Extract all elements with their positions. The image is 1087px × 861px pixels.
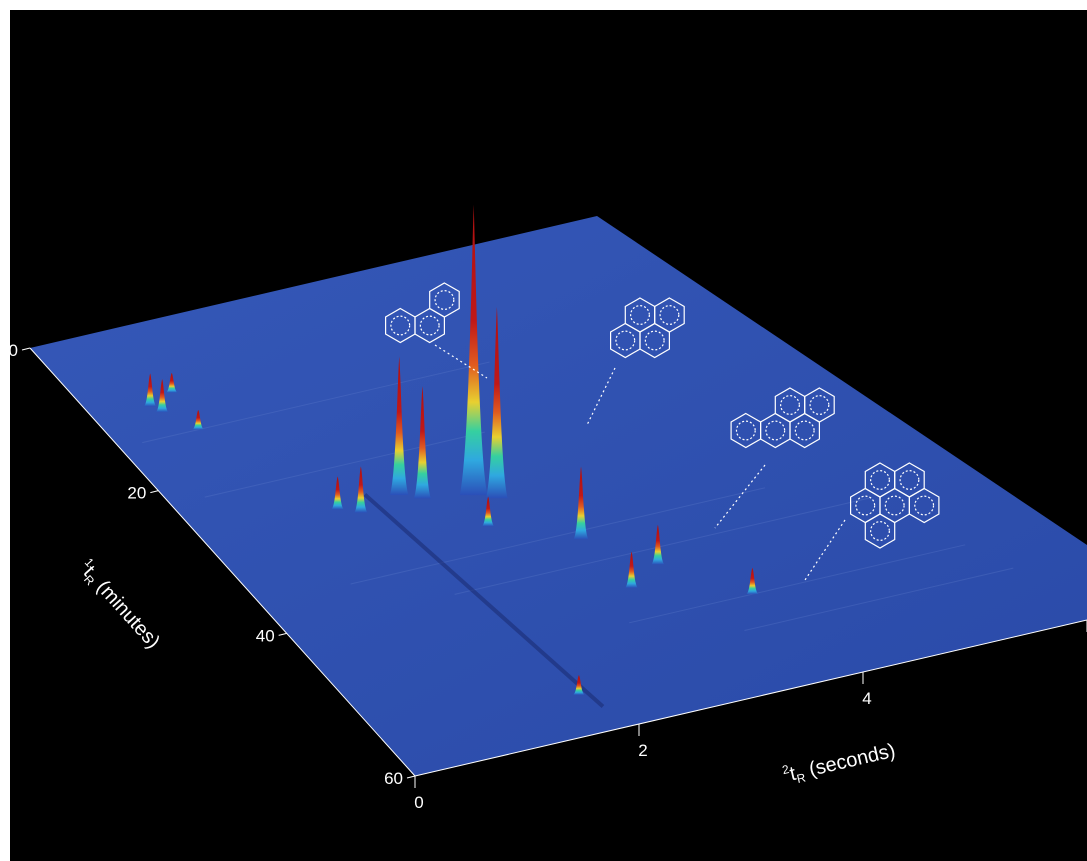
benzene-ring (639, 322, 670, 359)
aromatic-circle (630, 305, 650, 325)
chromatogram-peak (166, 372, 178, 393)
aromatic-circle (615, 330, 636, 351)
surface-streak (204, 431, 485, 498)
y-tick-label: 2 (638, 741, 647, 760)
surface-streak (744, 567, 1014, 632)
aromatic-circle (434, 290, 455, 310)
y-tick-label: 4 (862, 689, 871, 708)
aromatic-circle (870, 470, 890, 490)
chromatogram-peak (354, 466, 368, 513)
aromatic-circle (735, 420, 756, 441)
aromatic-circle (884, 495, 905, 516)
x-tick-mark (150, 490, 159, 494)
surface-streak (454, 497, 870, 595)
x-tick-label: 60 (384, 769, 403, 788)
x-tick-mark (406, 775, 416, 779)
leader-line (714, 464, 766, 529)
aromatic-circle (899, 470, 920, 490)
benzene-ring (789, 412, 820, 449)
aromatic-circle (855, 495, 876, 516)
chromatogram-peak (573, 466, 589, 540)
benzene-ring (864, 513, 896, 549)
surface-plane (30, 216, 1087, 776)
x-tick-mark (278, 632, 287, 636)
aromatic-circle (794, 420, 815, 441)
surface-streak (629, 544, 966, 624)
chromatogram-peak (746, 567, 759, 595)
chromatogram-peak (192, 409, 204, 430)
leader-line (434, 344, 488, 379)
chromatogram-peak (482, 496, 495, 527)
chromatogram-peak (625, 551, 638, 588)
ridge-line (363, 492, 605, 708)
aromatic-circle (780, 395, 800, 415)
aromatic-circle (659, 305, 680, 325)
y-tick-label: 0 (414, 793, 423, 812)
chromatogram-peak (459, 204, 488, 496)
aromatic-circle (914, 495, 935, 516)
aromatic-circle (644, 330, 665, 351)
aromatic-circle (390, 315, 411, 336)
leader-line (804, 519, 846, 581)
benzene-ring (908, 487, 940, 524)
chromatogram-peak (331, 476, 344, 510)
aromatic-circle (809, 395, 830, 415)
chromatogram-peak (651, 524, 665, 565)
chromatogram-peak (144, 373, 157, 407)
x-tick-label: 0 (9, 341, 18, 360)
leader-line (586, 367, 616, 426)
aromatic-circle (870, 521, 890, 541)
chromatogram-peak (156, 379, 169, 413)
x-tick-label: 40 (256, 626, 275, 645)
surface-streak (350, 487, 766, 585)
chromatogram-peak (390, 356, 409, 496)
x-tick-mark (21, 347, 31, 351)
chromatogram-peak (414, 386, 431, 499)
aromatic-circle (765, 420, 786, 441)
benzene-ring (385, 307, 416, 344)
aromatic-circle (419, 315, 440, 336)
chromatogram-peak (486, 306, 508, 499)
x-tick-label: 20 (127, 484, 146, 503)
chromatogram-peak (573, 675, 585, 695)
